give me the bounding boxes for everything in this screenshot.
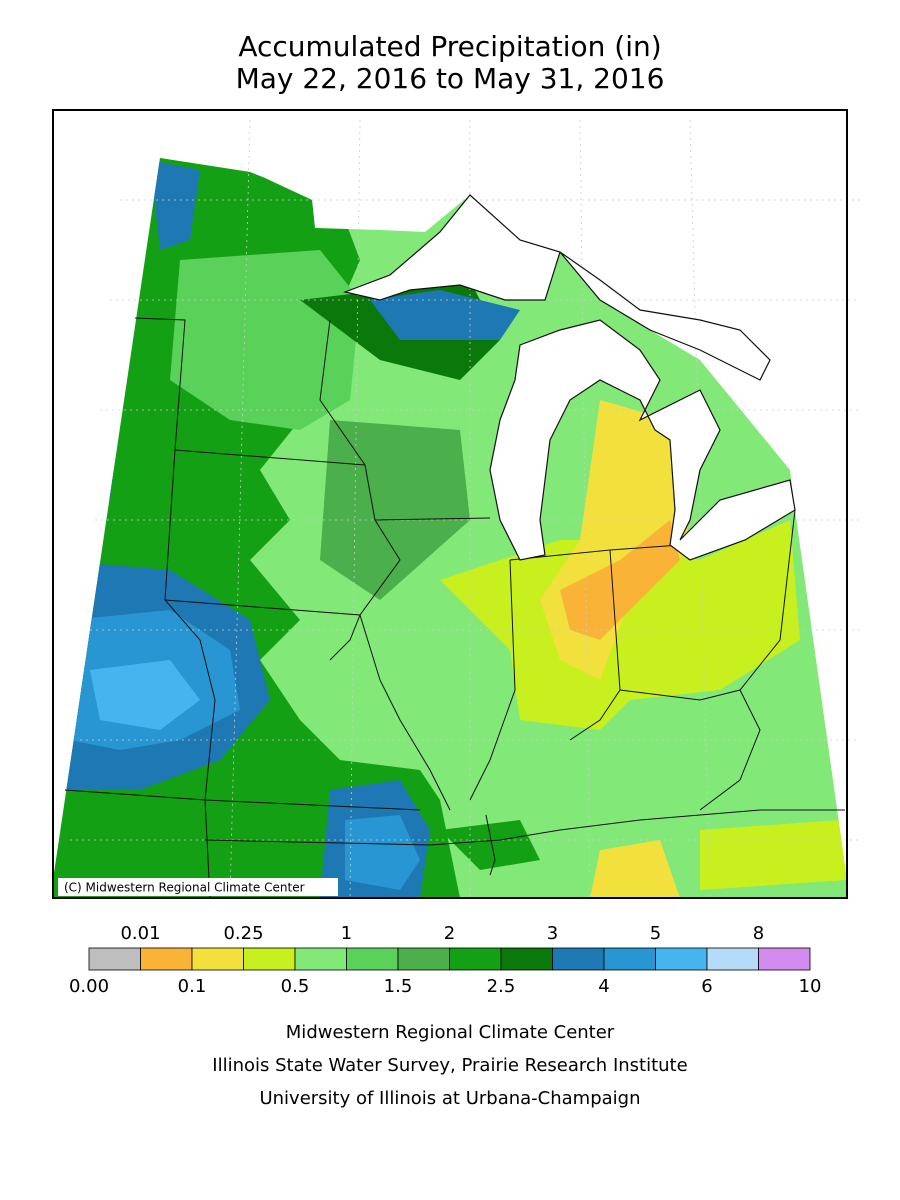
legend: 0.00 0.01 0.1 0.25 0.5 1 1.5 2 2.5 3 4 5 6 8 10 <box>69 923 821 997</box>
map-credit: (C) Midwestern Regional Climate Center <box>64 881 305 895</box>
legend-swatch <box>603 947 656 971</box>
legend-swatch <box>758 947 811 971</box>
legend-label: 10 <box>799 976 822 997</box>
state-line <box>319 319 491 811</box>
credit-box <box>58 878 338 896</box>
legend-label: 0.25 <box>223 923 263 944</box>
legend-swatch <box>397 947 450 971</box>
boundaries <box>64 194 845 899</box>
legend-swatch <box>655 947 708 971</box>
graticule <box>70 119 860 899</box>
legend-label: 5 <box>650 923 661 944</box>
legend-label: 1.5 <box>384 976 413 997</box>
legend-label: 6 <box>701 976 712 997</box>
legend-label: 0.01 <box>120 923 160 944</box>
field-band <box>700 820 847 890</box>
field-band <box>560 520 680 640</box>
legend-label: 1 <box>341 923 352 944</box>
legend-label: 0.00 <box>69 976 109 997</box>
field-band <box>320 420 470 600</box>
legend-label: 0.1 <box>178 976 207 997</box>
river <box>485 814 496 876</box>
field-band <box>440 820 540 870</box>
legend-label: 8 <box>753 923 764 944</box>
legend-label: 3 <box>547 923 558 944</box>
title: Accumulated Precipitation (in) <box>238 30 661 63</box>
legend-swatch <box>449 947 502 971</box>
legend-swatch <box>706 947 759 971</box>
field-band <box>170 250 360 430</box>
footer-line: University of Illinois at Urbana-Champai… <box>259 1088 640 1109</box>
state-line <box>134 317 216 899</box>
field-band <box>345 815 420 890</box>
state-line <box>469 509 796 811</box>
legend-swatch <box>88 947 141 971</box>
state-line <box>64 449 845 846</box>
legend-label: 2.5 <box>487 976 516 997</box>
legend-swatch <box>552 947 605 971</box>
legend-swatch <box>346 947 399 971</box>
lake-superior <box>342 194 561 301</box>
legend-swatch <box>140 947 193 971</box>
grid <box>70 119 860 899</box>
subtitle: May 22, 2016 to May 31, 2016 <box>236 62 665 95</box>
lake-michigan-huron <box>489 319 796 561</box>
field-band <box>150 160 200 250</box>
legend-swatch <box>294 947 347 971</box>
legend-label: 4 <box>598 976 609 997</box>
legend-label: 2 <box>444 923 455 944</box>
field-band <box>590 840 680 898</box>
canada-shore <box>559 251 771 381</box>
legend-swatch <box>500 947 553 971</box>
field-band <box>90 660 200 730</box>
footer-line: Illinois State Water Survey, Prairie Res… <box>212 1055 687 1076</box>
field-band <box>370 290 520 340</box>
footer-line: Midwestern Regional Climate Center <box>286 1022 615 1043</box>
legend-swatch <box>243 947 296 971</box>
legend-label: 0.5 <box>281 976 310 997</box>
map-frame <box>52 109 848 899</box>
legend-swatch <box>191 947 244 971</box>
